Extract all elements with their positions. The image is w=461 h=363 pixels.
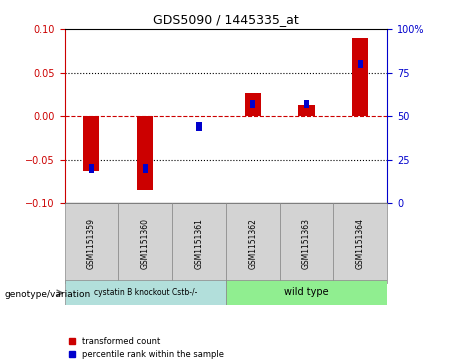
Bar xyxy=(226,280,387,305)
Text: genotype/variation: genotype/variation xyxy=(5,290,91,298)
Bar xyxy=(250,99,255,108)
Text: GSM1151360: GSM1151360 xyxy=(141,218,150,269)
Bar xyxy=(196,122,201,131)
Bar xyxy=(142,164,148,173)
Text: wild type: wild type xyxy=(284,287,329,297)
Text: GSM1151361: GSM1151361 xyxy=(195,218,203,269)
Bar xyxy=(226,203,280,283)
Bar xyxy=(358,60,363,68)
Bar xyxy=(118,203,172,283)
Bar xyxy=(89,164,94,173)
Text: GSM1151359: GSM1151359 xyxy=(87,218,96,269)
Bar xyxy=(298,105,314,116)
Text: cystatin B knockout Cstb-/-: cystatin B knockout Cstb-/- xyxy=(94,288,197,297)
Text: GSM1151363: GSM1151363 xyxy=(302,218,311,269)
Bar xyxy=(65,280,226,305)
Bar xyxy=(245,93,261,116)
Bar xyxy=(172,203,226,283)
Text: GSM1151362: GSM1151362 xyxy=(248,218,257,269)
Bar xyxy=(137,116,153,190)
Legend: transformed count, percentile rank within the sample: transformed count, percentile rank withi… xyxy=(69,337,224,359)
Bar xyxy=(83,116,100,171)
Bar xyxy=(65,203,118,283)
Bar xyxy=(333,203,387,283)
Text: GSM1151364: GSM1151364 xyxy=(356,218,365,269)
Bar xyxy=(352,38,368,116)
Bar xyxy=(304,99,309,108)
Title: GDS5090 / 1445335_at: GDS5090 / 1445335_at xyxy=(153,13,299,26)
Bar xyxy=(280,203,333,283)
